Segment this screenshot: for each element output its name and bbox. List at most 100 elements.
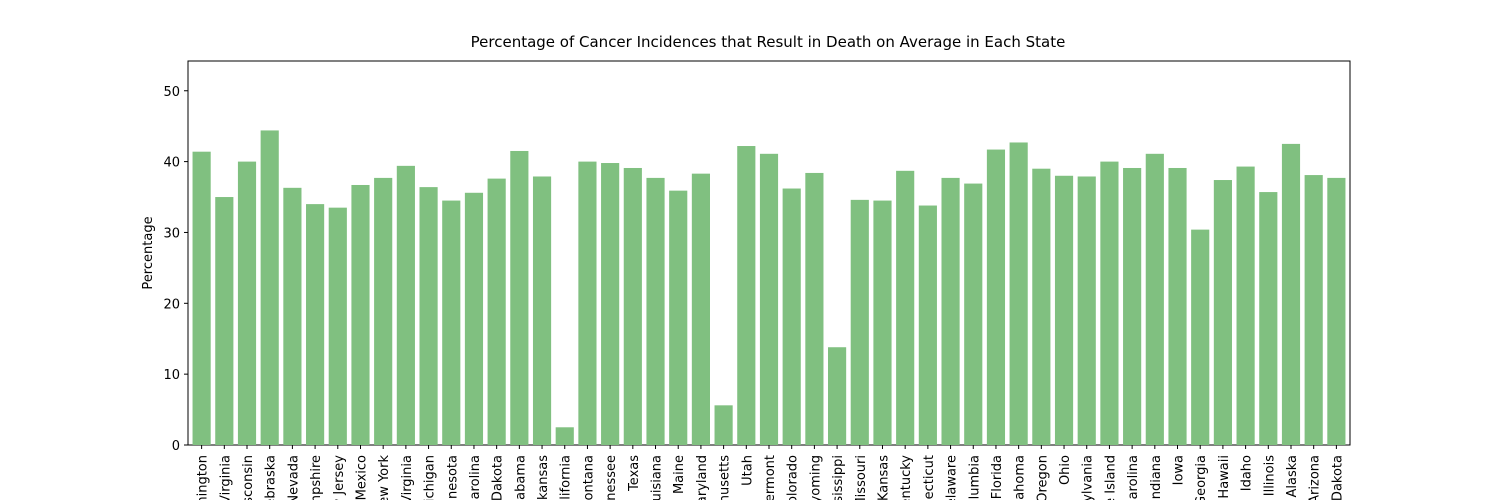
bar <box>260 130 279 445</box>
bar <box>896 170 915 445</box>
bar <box>714 405 733 445</box>
x-tick-label: Vermont <box>763 455 778 500</box>
bar <box>759 153 779 445</box>
x-tick-label: Idaho <box>1240 455 1255 491</box>
bar <box>1236 166 1255 445</box>
x-tick-label: Rhode Island <box>1103 455 1118 500</box>
x-tick-label: Arizona <box>1308 455 1323 500</box>
bar <box>805 172 824 445</box>
x-tick-label: Washington <box>196 455 211 500</box>
bar <box>646 177 665 445</box>
bar <box>1168 167 1187 445</box>
bar <box>532 176 552 445</box>
bar <box>374 177 393 445</box>
y-axis-label: Percentage <box>141 216 156 289</box>
bar <box>782 188 801 445</box>
bar <box>601 163 620 445</box>
x-tick-label: Florida <box>990 455 1005 499</box>
x-tick-label: Missouri <box>854 455 869 500</box>
x-tick-label: New Hampshire <box>309 455 324 500</box>
chart-title: Percentage of Cancer Incidences that Res… <box>471 33 1066 51</box>
bar <box>237 161 257 445</box>
bar <box>192 151 211 445</box>
x-tick-label: Wisconsin <box>241 455 256 500</box>
bar <box>351 184 370 446</box>
bar <box>578 161 597 445</box>
x-tick-label: Georgia <box>1194 455 1209 500</box>
x-tick-label: Pennsylvania <box>1081 455 1096 500</box>
x-tick-label: North Dakota <box>491 455 506 500</box>
x-tick-label: California <box>559 455 574 500</box>
bar <box>1077 176 1096 445</box>
x-tick-label: New Jersey <box>332 455 347 500</box>
x-tick-label: Maine <box>672 455 687 494</box>
x-tick-label: West Virginia <box>218 455 233 500</box>
x-tick-label: Louisiana <box>650 455 665 500</box>
x-tick-label: Maryland <box>695 455 710 500</box>
bar <box>1032 168 1051 445</box>
x-tick-label: Hawaii <box>1217 455 1232 499</box>
y-tick-label: 40 <box>163 156 180 171</box>
bar <box>1191 229 1210 445</box>
y-tick-label: 20 <box>163 297 180 312</box>
bar <box>442 200 461 445</box>
x-tick-label: Wyoming <box>808 455 823 500</box>
x-tick-label: Michigan <box>423 455 438 500</box>
y-tick-label: 30 <box>163 226 180 241</box>
y-tick-label: 50 <box>163 85 180 100</box>
x-tick-label: Nebraska <box>264 455 279 500</box>
bar <box>737 146 756 446</box>
bar <box>1213 180 1232 446</box>
x-tick-label: Nevada <box>286 455 301 500</box>
x-tick-label: Minnesota <box>445 455 460 500</box>
x-tick-label: Massachusetts <box>718 455 733 500</box>
bar <box>215 197 234 445</box>
x-tick-label: New Mexico <box>354 455 369 500</box>
bar <box>1327 177 1346 445</box>
bar <box>396 165 415 446</box>
bar <box>941 177 960 445</box>
bar <box>419 187 438 445</box>
bar <box>691 173 710 445</box>
bar <box>964 183 983 445</box>
x-tick-label: South Carolina <box>1126 455 1141 500</box>
x-tick-label: Arkansas <box>536 455 551 500</box>
x-tick-label: Montana <box>581 455 596 500</box>
bar <box>1145 153 1164 445</box>
y-tick-label: 0 <box>172 439 180 454</box>
bar <box>1259 192 1278 445</box>
x-tick-label: Indiana <box>1149 455 1164 500</box>
bar <box>464 192 484 445</box>
bar <box>1123 167 1142 445</box>
bar <box>487 178 506 445</box>
bar <box>328 207 347 445</box>
x-tick-label: New York <box>377 455 392 500</box>
x-tick-label: Iowa <box>1172 455 1187 485</box>
x-tick-label: Connecticut <box>922 455 937 500</box>
bar <box>306 204 325 445</box>
x-tick-label: North Carolina <box>468 455 483 500</box>
bar <box>1281 143 1301 445</box>
x-tick-label: Colorado <box>786 455 801 500</box>
x-tick-label: Mississippi <box>831 455 846 500</box>
bar <box>1100 161 1119 445</box>
bar <box>283 187 302 445</box>
x-tick-label: District of Columbia <box>967 455 982 500</box>
x-tick-label: Kentucky <box>899 455 914 500</box>
x-tick-label: Virginia <box>400 455 415 500</box>
x-tick-label: Oklahoma <box>1013 455 1028 500</box>
bar <box>1009 142 1028 445</box>
x-tick-label: Tennessee <box>604 455 619 500</box>
bar <box>669 190 688 445</box>
bar <box>1054 175 1074 445</box>
bar <box>623 167 642 445</box>
bar <box>850 199 869 445</box>
x-tick-label: Delaware <box>945 455 960 500</box>
y-tick-label: 10 <box>163 368 180 383</box>
bar <box>986 149 1006 445</box>
x-tick-label: Ohio <box>1058 455 1073 485</box>
x-tick-label: Alaska <box>1285 455 1300 498</box>
bar <box>873 200 892 445</box>
bar <box>828 347 847 445</box>
